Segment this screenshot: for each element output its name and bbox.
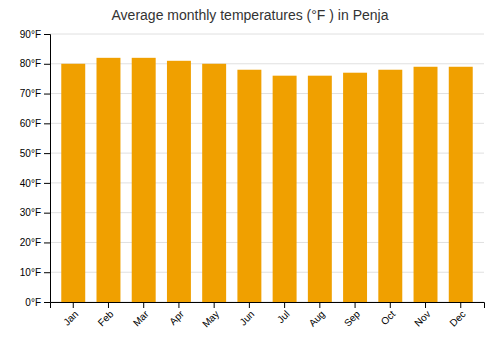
tick-mark — [44, 123, 50, 124]
tick: Apr — [167, 302, 186, 327]
tick: Jun — [237, 302, 256, 328]
tick-label: Sep — [342, 308, 363, 329]
tick-mark — [143, 302, 144, 308]
tick: Dec — [447, 302, 467, 329]
tick-label: Aug — [307, 308, 327, 328]
tick: 80°F — [20, 58, 50, 69]
bars — [61, 58, 472, 302]
tick-mark — [44, 153, 50, 154]
tick-label: Jan — [61, 308, 80, 327]
tick-mark — [284, 302, 285, 308]
tick-label: Oct — [379, 308, 398, 327]
tick: Aug — [307, 302, 327, 329]
tick-label: 80°F — [20, 58, 41, 69]
tick: May — [200, 302, 221, 330]
tick-mark — [44, 302, 50, 303]
tick-mark — [249, 302, 250, 308]
tick-label: 30°F — [20, 207, 41, 218]
y-axis: 0°F 10°F 20°F 30°F 40°F 50°F 60°F 70°F 80°F 90°F — [20, 29, 51, 308]
bar — [132, 58, 156, 302]
x-axis: Jan Feb Mar Apr May Jun Jul Aug Sep Oct Nov Dec — [51, 302, 485, 330]
tick-mark — [108, 302, 109, 308]
tick-label: Jun — [237, 308, 256, 327]
tick-label: 50°F — [20, 148, 41, 159]
tick: 0°F — [25, 297, 50, 308]
tick-label: 90°F — [20, 29, 41, 40]
tick-label: 40°F — [20, 178, 41, 189]
tick-mark — [44, 34, 50, 35]
tick-mark — [355, 302, 356, 308]
grid — [50, 34, 484, 302]
tick-mark — [44, 183, 50, 184]
bar — [343, 73, 367, 302]
bar — [237, 70, 261, 302]
tick-mark — [44, 272, 50, 273]
chart: 0°F 10°F 20°F 30°F 40°F 50°F 60°F 70°F 80°F 90°F J… — [0, 0, 500, 350]
grid-line — [50, 34, 484, 35]
tick: 70°F — [20, 88, 50, 99]
tick: 60°F — [20, 118, 50, 129]
bar — [167, 61, 191, 302]
tick-label: May — [200, 308, 221, 329]
bar — [449, 67, 473, 302]
tick-mark — [44, 242, 50, 243]
title: Average monthly temperatures (°F ) in Pe… — [112, 7, 389, 23]
tick: 20°F — [20, 237, 50, 248]
tick-mark — [214, 302, 215, 308]
tick: 10°F — [20, 267, 50, 278]
tick-label: Feb — [96, 308, 116, 328]
tick-label: 60°F — [20, 118, 41, 129]
bar — [273, 76, 297, 302]
tick-mark — [178, 302, 179, 308]
bar — [97, 58, 121, 302]
tick-mark — [44, 213, 50, 214]
axis-line — [51, 303, 485, 309]
bar — [378, 70, 402, 302]
tick: 30°F — [20, 207, 50, 218]
tick: 50°F — [20, 148, 50, 159]
tick: Mar — [131, 302, 151, 328]
tick-mark — [425, 302, 426, 308]
tick-label: 0°F — [25, 297, 41, 308]
bar — [61, 64, 85, 302]
tick-mark — [44, 64, 50, 65]
tick-label: Dec — [447, 308, 467, 328]
bar — [202, 64, 226, 302]
tick-label: Apr — [167, 308, 186, 327]
tick: 40°F — [20, 178, 50, 189]
tick: Oct — [379, 302, 398, 327]
tick-mark — [44, 94, 50, 95]
tick: Jul — [275, 302, 292, 325]
tick-label: 20°F — [20, 237, 41, 248]
tick: Feb — [96, 302, 116, 328]
tick: Jan — [61, 302, 80, 328]
tick: 90°F — [20, 29, 50, 40]
tick: Sep — [342, 302, 363, 329]
tick-label: 10°F — [20, 267, 41, 278]
bar — [308, 76, 332, 302]
tick-mark — [390, 302, 391, 308]
tick-label: Mar — [131, 308, 151, 328]
plot-area: 0°F 10°F 20°F 30°F 40°F 50°F 60°F 70°F 80°F 90°F J… — [20, 29, 485, 330]
axis-line — [44, 35, 51, 303]
tick-label: Nov — [412, 308, 432, 328]
tick-label: Jul — [275, 308, 292, 325]
tick-label: 70°F — [20, 88, 41, 99]
tick-mark — [460, 302, 461, 308]
tick: Nov — [412, 302, 432, 329]
tick-mark — [319, 302, 320, 308]
bar — [414, 67, 438, 302]
tick-mark — [73, 302, 74, 308]
